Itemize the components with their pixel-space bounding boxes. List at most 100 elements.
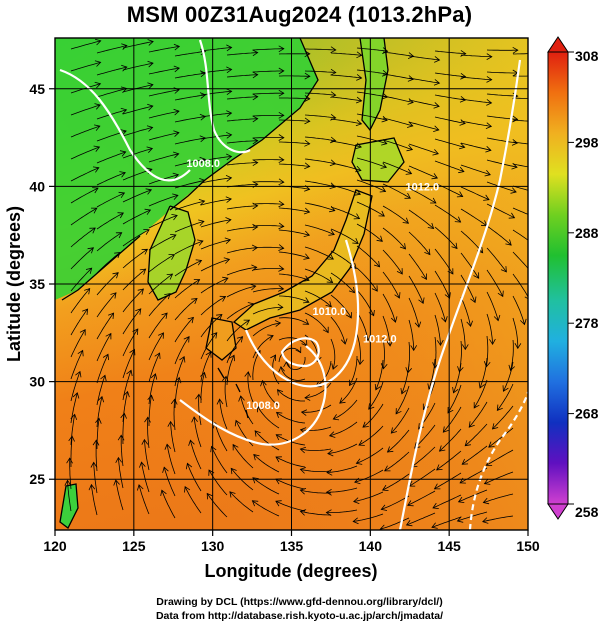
streamline-arrow-92 [146, 146, 154, 153]
streamline-arrow-8 [304, 50, 311, 58]
streamline-arrow-51 [486, 99, 493, 106]
streamline-256 [174, 336, 190, 365]
streamline-2 [122, 41, 154, 49]
streamline-arrow-211 [414, 321, 422, 328]
streamline-arrow-363 [139, 461, 146, 468]
streamline-arrow-234 [82, 308, 89, 315]
streamline-266 [428, 358, 436, 390]
streamline-arrow-96 [252, 159, 259, 167]
streamline-arrow-123 [483, 194, 490, 201]
streamline-arrow-17 [539, 50, 544, 56]
streamline-270 [70, 350, 84, 380]
isobars [59, 39, 528, 530]
streamline-387 [275, 500, 306, 512]
streamline-arrow-142 [508, 212, 516, 219]
streamline-91 [96, 151, 126, 164]
streamline-388 [300, 510, 331, 516]
streamline-arrow-212 [441, 316, 448, 323]
streamline-253 [96, 333, 112, 362]
streamline-267 [453, 362, 462, 393]
streamline-342 [70, 436, 73, 467]
streamline-arrow-33 [486, 76, 493, 83]
streamline-45 [304, 92, 336, 96]
streamline-arrow-317 [328, 431, 336, 438]
streamline-arrow-355 [381, 484, 389, 491]
streamline-arrow-239 [216, 314, 223, 321]
streamline-202 [174, 279, 200, 299]
streamline-arrow-246 [380, 363, 388, 370]
streamline-arrow-158 [451, 242, 458, 250]
streamline-177 [460, 252, 480, 279]
isobar-1008-north [59, 68, 191, 182]
streamline-370 [300, 489, 332, 494]
streamline-arrow-332 [254, 430, 261, 437]
streamline-arrow-322 [464, 440, 471, 447]
streamline-58 [174, 116, 206, 123]
streamline-162 [70, 227, 96, 248]
streamline-183 [148, 254, 175, 273]
streamline-62 [279, 119, 310, 122]
streamline-arrow-85 [432, 149, 439, 156]
streamline-arrow-361 [90, 461, 98, 468]
streamline-arrow-143 [536, 215, 542, 221]
streamline-353 [326, 465, 358, 473]
streamline-84 [382, 139, 413, 150]
streamline-arrow-339 [436, 464, 443, 471]
streamline-366 [208, 469, 228, 496]
streamline-arrow-177 [473, 272, 480, 279]
colorbar-tick-label-0: 258 [575, 504, 599, 520]
streamline-arrow-392 [405, 520, 413, 527]
streamline-205 [252, 288, 284, 293]
streamline-368 [252, 477, 280, 495]
streamline-arrow-201 [166, 273, 174, 280]
streamline-arrow-196 [497, 290, 504, 298]
streamline-87 [460, 142, 491, 151]
streamline-269 [503, 361, 514, 392]
streamline-arrow-303 [442, 426, 449, 433]
streamline-arrow-188 [303, 275, 310, 282]
streamline-389 [326, 509, 358, 513]
streamline-126 [70, 187, 99, 204]
streamline-309 [148, 395, 152, 426]
credit-drawing: Drawing by DCL (https://www.gfd-dennou.o… [156, 596, 443, 608]
x-axis: 120 125 130 135 140 145 150 [43, 530, 540, 554]
streamline-arrow-77 [226, 131, 233, 139]
streamline-arrow-197 [524, 296, 528, 300]
streamline-arrow-245 [357, 358, 364, 366]
streamline-315 [276, 412, 306, 424]
streamline-arrow-205 [278, 285, 285, 292]
colorbar-bottom-arrow [547, 503, 569, 520]
streamline-346 [166, 444, 176, 475]
streamline-arrow-240 [243, 319, 251, 326]
streamline-arrow-271 [102, 353, 109, 361]
streamline-244 [330, 338, 336, 370]
streamline-arrow-343 [92, 439, 100, 446]
streamline-arrow-364 [162, 466, 169, 473]
streamline-arrow-133 [278, 200, 285, 208]
streamline-198 [70, 267, 92, 292]
land-honshu [234, 190, 372, 330]
streamline-9 [305, 48, 336, 51]
streamline-323 [488, 427, 514, 448]
y-tick-label-3: 40 [29, 178, 45, 194]
streamline-arrow-357 [433, 483, 441, 490]
streamline-215 [512, 295, 525, 325]
streamline-149 [200, 219, 231, 228]
streamline-371 [326, 487, 358, 493]
streamline-345 [144, 439, 150, 471]
streamline-arrow-64 [355, 119, 363, 127]
streamline-arrow-278 [270, 354, 276, 361]
streamline-173 [356, 245, 380, 268]
streamline-arrow-314 [257, 405, 263, 413]
streamline-arrow-184 [195, 259, 203, 266]
streamline-arrow-79 [278, 134, 285, 141]
streamline-arrow-193 [418, 297, 425, 305]
streamline-161 [512, 229, 528, 241]
streamline-arrow-156 [399, 243, 406, 250]
streamline-arrow-154 [352, 238, 359, 244]
streamline-357 [434, 472, 462, 490]
streamline-arrow-315 [275, 411, 283, 418]
streamline-arrow-285 [447, 406, 454, 414]
streamline-321 [439, 428, 462, 452]
streamline-240 [226, 319, 250, 342]
